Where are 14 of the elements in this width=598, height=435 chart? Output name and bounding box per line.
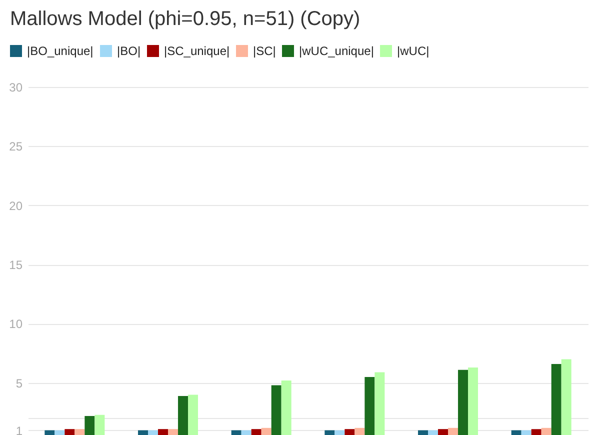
- legend-label: |SC_unique|: [164, 44, 230, 58]
- legend-label: |wUC|: [397, 44, 430, 58]
- legend-label: |BO|: [117, 44, 141, 58]
- y-tick-label: 5: [16, 376, 23, 390]
- y-tick-label: 20: [9, 198, 23, 213]
- chart-title: Mallows Model (phi=0.95, n=51) (Copy): [10, 8, 360, 30]
- y-tick-label: 1: [16, 424, 23, 435]
- legend-label: |wUC_unique|: [299, 44, 374, 58]
- y-tick-label: 30: [9, 80, 23, 94]
- legend-label: |SC|: [253, 44, 276, 58]
- y-tick-label: 10: [9, 317, 23, 332]
- legend-label: |BO_unique|: [27, 44, 94, 58]
- y-tick-label: 25: [9, 140, 23, 154]
- y-tick-label: 15: [9, 258, 23, 272]
